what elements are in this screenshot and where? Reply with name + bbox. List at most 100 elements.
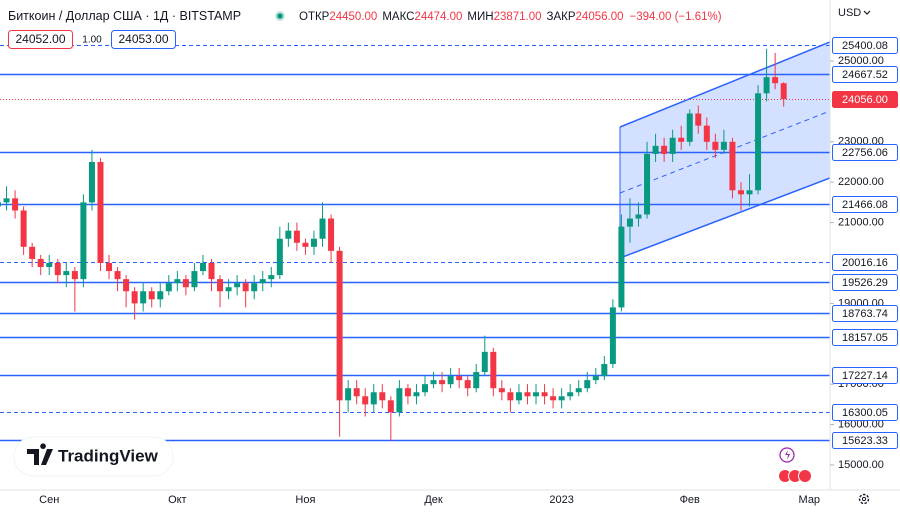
bid-box[interactable]	[8, 30, 73, 49]
candle-body	[345, 388, 352, 401]
candle-body	[140, 291, 147, 304]
low: 23871.00	[494, 11, 542, 23]
level-label-box	[832, 144, 898, 161]
logo-text: TradingView	[58, 446, 159, 465]
bid[interactable]: 24052.00	[15, 32, 65, 46]
candle-body	[703, 125, 710, 142]
level-label: 20016.16	[842, 257, 888, 269]
candle-body	[541, 392, 548, 397]
change: −394.00 (−1.61%)	[630, 11, 722, 23]
level-label-box	[832, 432, 898, 449]
candle-body	[661, 145, 668, 154]
close-label: ЗАКР	[547, 11, 576, 23]
candle-body	[353, 388, 360, 397]
settings-center	[861, 496, 867, 502]
candle-body	[575, 388, 582, 393]
x-tick-label: Сен	[39, 494, 59, 506]
settings-icon[interactable]	[858, 493, 870, 505]
candle-body	[3, 198, 10, 203]
candle-body	[507, 392, 514, 401]
candle-body	[379, 392, 386, 401]
level-label: 17227.14	[842, 370, 888, 382]
candle-body	[251, 283, 258, 292]
candles	[0, 48, 787, 441]
y-tick-label: 25000.00	[838, 55, 884, 67]
logo-box[interactable]	[13, 436, 174, 477]
candle-body	[430, 380, 437, 385]
candle-body	[182, 279, 189, 288]
level-label: 19526.29	[842, 277, 888, 289]
candle-body	[618, 226, 625, 308]
high-label: МАКС	[382, 11, 414, 23]
candle-body	[669, 137, 676, 154]
y-tick-label: 22000.00	[838, 176, 884, 188]
candle-body	[63, 271, 70, 276]
plot-area	[0, 41, 830, 442]
candle-body	[29, 246, 36, 259]
candle-body	[763, 77, 770, 94]
candle-body	[567, 392, 574, 397]
x-tick-label: Окт	[168, 494, 187, 506]
candle-body	[268, 275, 275, 280]
candle-body	[404, 388, 411, 397]
event-bolt	[785, 450, 790, 460]
level-label-box	[832, 66, 898, 83]
low-label: МИН	[467, 11, 493, 23]
candle-body	[737, 190, 744, 195]
x-tick-label: Ноя	[295, 494, 315, 506]
level-label: 24056.00	[842, 94, 888, 106]
level-label: 18157.05	[842, 332, 888, 344]
status-dot	[277, 13, 283, 19]
candle-body	[225, 287, 232, 292]
candle-body	[439, 380, 446, 385]
level-label: 15623.33	[842, 435, 888, 447]
level-label: 18763.74	[842, 308, 888, 320]
candle-body	[71, 271, 78, 280]
candle-body	[114, 271, 121, 280]
candle-body	[234, 283, 241, 288]
candle-body	[720, 141, 727, 150]
x-tick-label: Дек	[424, 494, 443, 506]
currency: USD	[838, 7, 861, 19]
candle-body	[396, 388, 403, 413]
ask[interactable]: 24053.00	[118, 32, 168, 46]
candle-body	[413, 392, 420, 397]
y-tick-label: 21000.00	[838, 216, 884, 228]
currency-dropdown[interactable]	[863, 10, 871, 15]
x-tick-label: Мар	[799, 494, 821, 506]
candle-body	[259, 279, 266, 284]
candle-body	[755, 93, 762, 191]
candle-body	[447, 376, 454, 385]
candle-body	[370, 392, 377, 405]
candle-body	[464, 380, 471, 389]
candle-body	[310, 238, 317, 247]
level-label-box	[832, 367, 898, 384]
candle-body	[80, 202, 87, 280]
candle-body	[208, 262, 215, 280]
candle-body	[387, 400, 394, 413]
candle-body	[456, 376, 463, 381]
candle-body	[678, 137, 685, 142]
candle-body	[12, 198, 19, 211]
level-label: 24667.52	[842, 69, 888, 81]
level-label-box	[832, 196, 898, 213]
x-tick-label: 2023	[549, 494, 573, 506]
candle-body	[498, 388, 505, 393]
candle-body	[695, 113, 702, 126]
ohlc: ОТКР24450.00 МАКС24474.00 МИН23871.00 ЗАКР2…	[299, 11, 722, 23]
candle-body	[336, 250, 343, 401]
candle-body	[609, 307, 616, 364]
ask-box[interactable]	[111, 30, 176, 49]
open: 24450.00	[329, 11, 377, 23]
flag-icon[interactable]	[798, 469, 812, 483]
level-label: 25400.08	[842, 40, 888, 52]
candle-body	[481, 351, 488, 373]
open-label: ОТКР	[299, 11, 330, 23]
candle-body	[46, 262, 53, 268]
level-labels: 25400.08 24667.52 24056.00 22756.06 21466.08…	[832, 37, 898, 449]
channel-bottom	[619, 177, 830, 259]
candle-body	[123, 279, 130, 292]
candle-body	[422, 384, 428, 393]
